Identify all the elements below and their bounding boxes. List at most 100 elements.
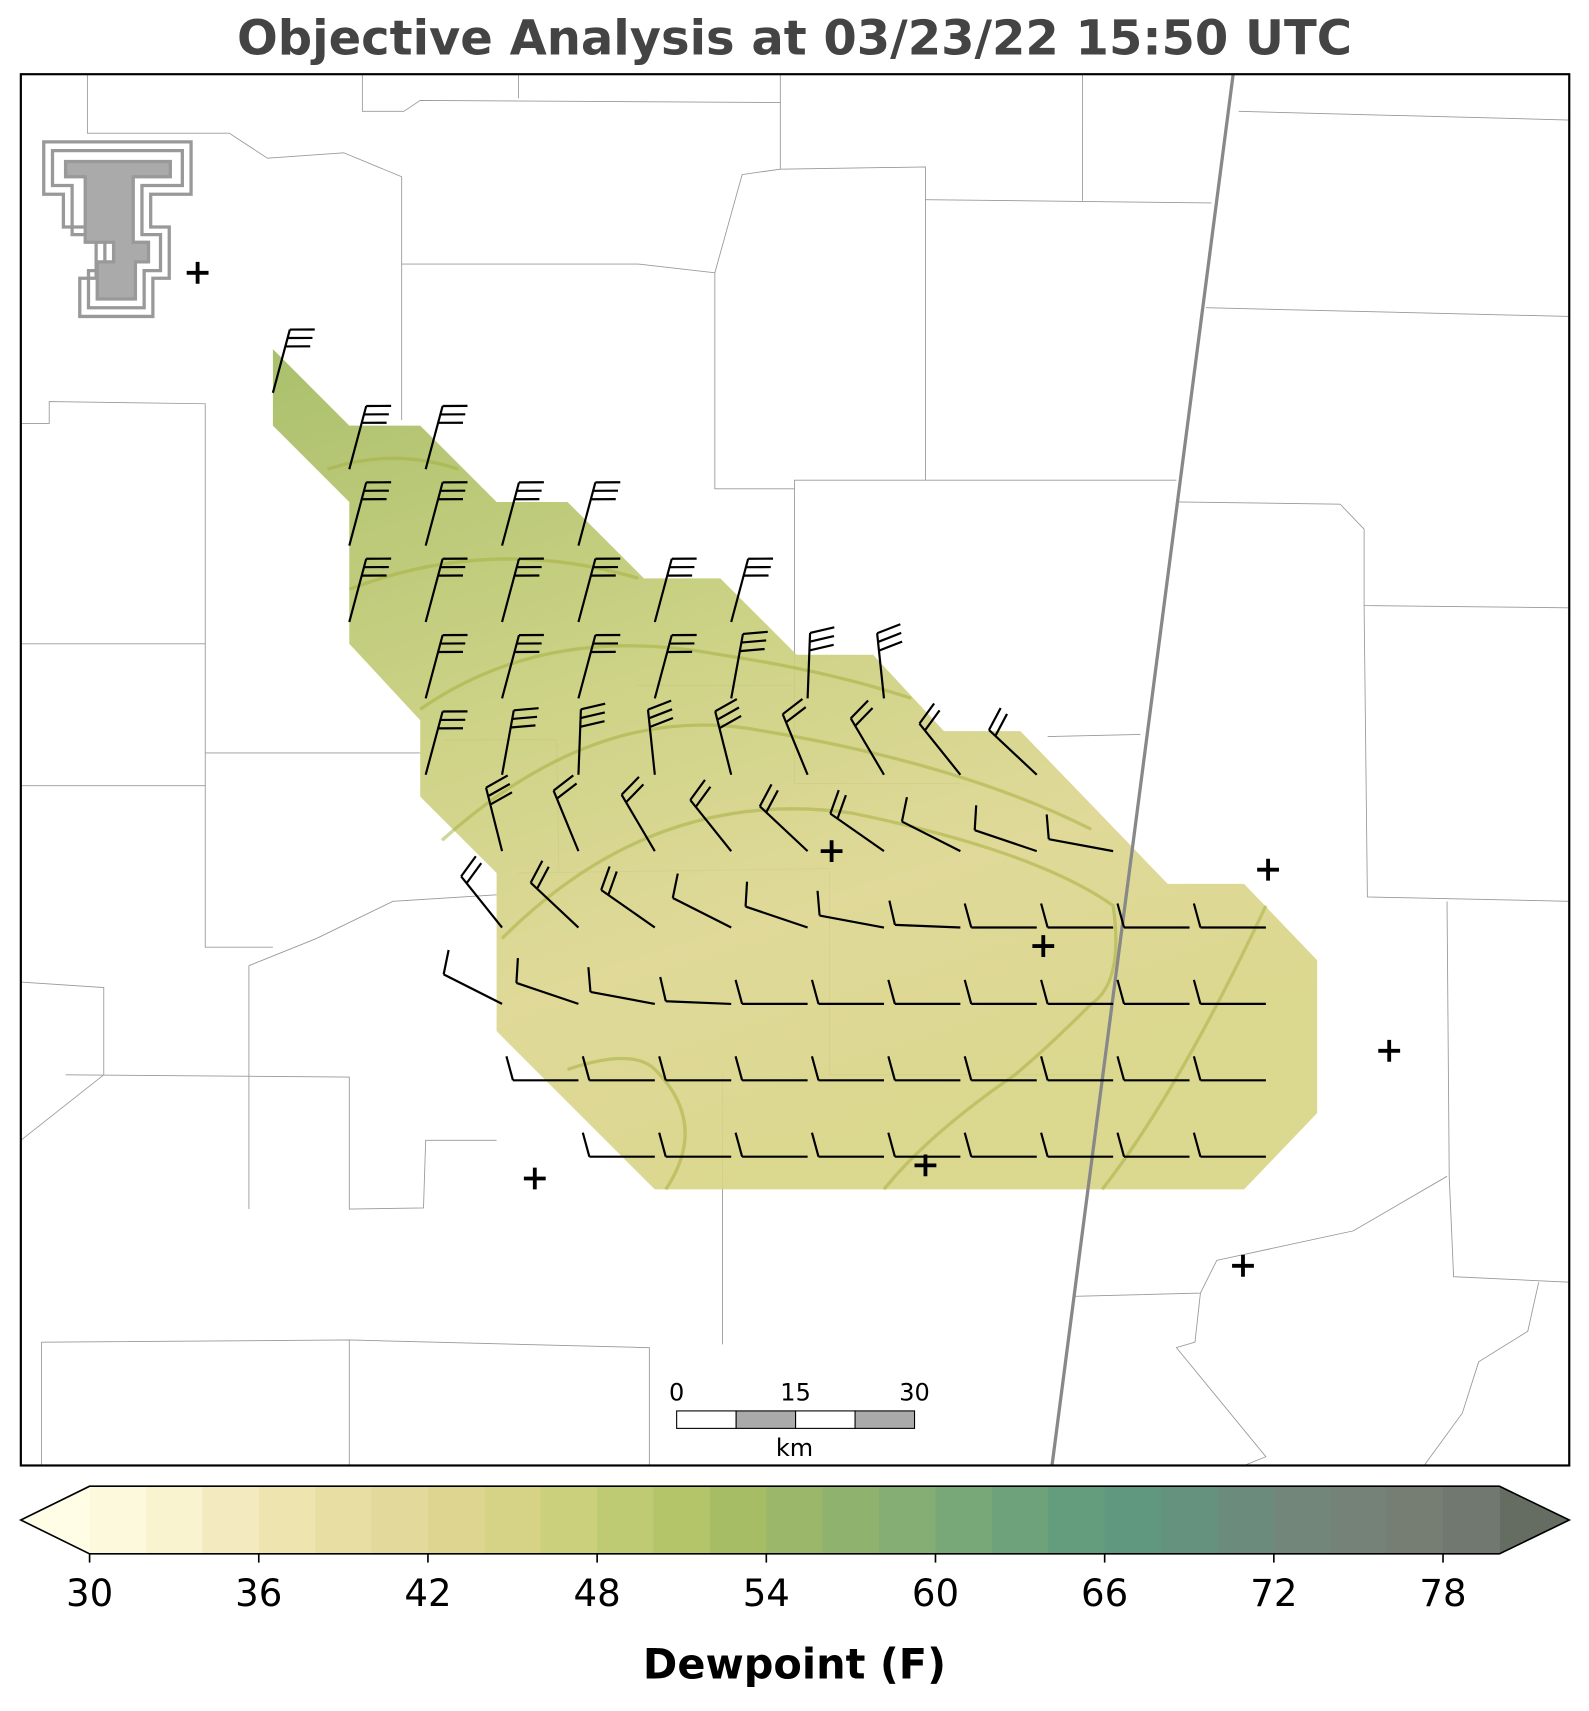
wind-barb <box>658 1055 732 1082</box>
wind-barb <box>963 1055 1037 1082</box>
barb-flag <box>536 866 550 890</box>
barb-staff <box>665 1000 732 1005</box>
colorbar-segment <box>202 1486 260 1554</box>
barb-flag <box>963 1132 973 1157</box>
colorbar-label: Dewpoint (F) <box>643 1640 946 1688</box>
colorbar-tick-label: 60 <box>912 1572 959 1615</box>
colorbar-tick-label: 30 <box>66 1572 113 1615</box>
barb-flag <box>878 640 903 652</box>
barb-flag <box>581 1132 591 1157</box>
colorbar-segment <box>145 1486 203 1554</box>
barb-staff <box>829 812 885 853</box>
wind-barb <box>348 557 392 623</box>
barb-staff <box>901 820 961 853</box>
logo <box>42 140 193 319</box>
barb-staff <box>689 799 733 852</box>
wind-barb <box>501 633 544 699</box>
station-marker <box>1378 1039 1401 1062</box>
colorbar-segment <box>935 1486 993 1554</box>
barb-flag <box>1116 1132 1126 1157</box>
barb-flag <box>924 709 941 732</box>
wind-barb <box>900 796 961 853</box>
barb-staff <box>424 405 444 470</box>
barb-flag <box>489 791 513 806</box>
barb-flag <box>887 1055 896 1081</box>
barb-flag <box>810 1055 820 1081</box>
station-marker <box>820 840 843 863</box>
barb-staff <box>500 710 515 775</box>
barb-flag <box>809 634 835 643</box>
wind-barb <box>887 979 961 1005</box>
barb-staff <box>876 633 886 699</box>
wind-barb <box>424 633 468 699</box>
barb-staff <box>730 633 745 699</box>
wind-barb <box>744 881 808 929</box>
barb-staff <box>894 923 961 929</box>
wind-barb <box>816 890 885 929</box>
wind-barb <box>658 1132 732 1158</box>
wind-barb <box>963 979 1037 1005</box>
barb-flag <box>718 715 742 730</box>
barb-flag <box>510 724 536 729</box>
barb-flag <box>876 623 901 635</box>
colorbar-segment <box>1161 1486 1218 1554</box>
barb-flag <box>887 979 896 1005</box>
barb-staff <box>806 632 812 699</box>
wind-barb <box>1045 814 1114 853</box>
scale-label: 0 <box>669 1378 684 1406</box>
colorbar-segment <box>1443 1486 1500 1554</box>
barb-staff <box>460 875 503 929</box>
barb-staff <box>271 329 291 394</box>
wind-barb <box>887 1132 961 1158</box>
colorbar-segment <box>1104 1486 1162 1554</box>
barb-staff <box>501 634 521 699</box>
barb-staff <box>577 709 583 775</box>
colorbar-over <box>1499 1486 1570 1554</box>
barb-staff <box>730 558 750 623</box>
barb-flag <box>963 1055 973 1081</box>
colorbar-segment <box>1048 1486 1106 1554</box>
colorbar-segment <box>766 1486 824 1554</box>
barb-flag <box>600 866 611 891</box>
barb-flag <box>849 699 869 720</box>
barb-staff <box>653 558 673 623</box>
barb-flag <box>1116 903 1126 928</box>
wind-barb <box>876 623 903 699</box>
station-marker <box>914 1154 937 1177</box>
wind-barb <box>810 1132 884 1158</box>
barb-flag <box>442 949 450 975</box>
wind-barb <box>1116 1055 1190 1082</box>
wind-barb <box>1116 979 1190 1005</box>
colorbar-segment <box>484 1486 542 1554</box>
wind-barb <box>501 557 544 623</box>
barb-flag <box>1192 1055 1202 1081</box>
wind-barb <box>577 702 606 775</box>
scale-segment <box>854 1410 916 1429</box>
barb-flag <box>552 774 574 792</box>
barb-flag <box>716 706 740 721</box>
wind-barb <box>348 404 392 470</box>
barb-flag <box>829 789 840 814</box>
barb-staff <box>620 794 656 852</box>
barb-staff <box>348 405 368 470</box>
scale-label: 30 <box>899 1378 930 1406</box>
barb-flag <box>988 707 1002 731</box>
map-frame <box>19 73 1571 1467</box>
wind-barb <box>577 557 621 623</box>
barb-flag <box>625 783 645 804</box>
map-title: Objective Analysis at 03/23/22 15:50 UTC <box>237 10 1352 66</box>
colorbar-segment <box>427 1486 485 1554</box>
station-marker <box>186 261 209 284</box>
wind-barb <box>587 967 656 1005</box>
barb-staff <box>988 729 1038 776</box>
barb-flag <box>739 647 765 653</box>
colorbar-tick-label: 78 <box>1419 1572 1466 1615</box>
wind-barb <box>887 1055 961 1082</box>
barb-staff <box>781 713 809 776</box>
barb-flag <box>505 1055 515 1081</box>
wind-barb <box>963 903 1037 929</box>
scale-label: 15 <box>780 1378 811 1406</box>
station-marker <box>1232 1254 1254 1277</box>
barb-staff <box>759 805 809 852</box>
